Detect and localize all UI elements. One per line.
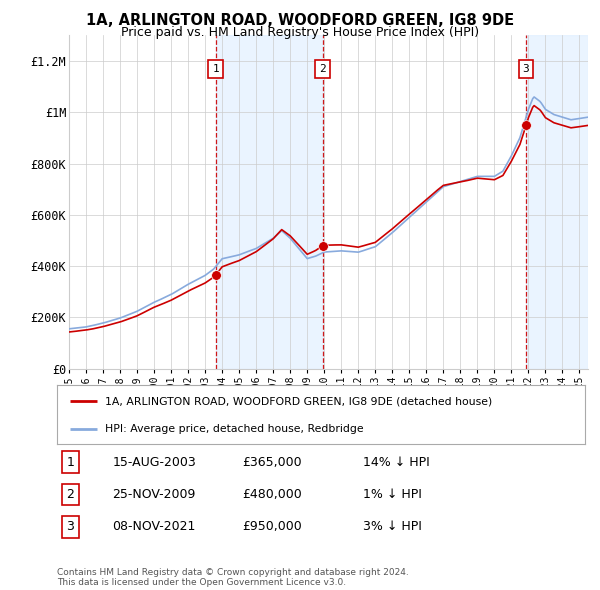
Bar <box>526 35 588 369</box>
Text: 1: 1 <box>212 64 219 74</box>
Text: 25-NOV-2009: 25-NOV-2009 <box>112 488 196 501</box>
Text: 1% ↓ HPI: 1% ↓ HPI <box>363 488 422 501</box>
Text: 1: 1 <box>66 455 74 468</box>
Text: 1A, ARLINGTON ROAD, WOODFORD GREEN, IG8 9DE (detached house): 1A, ARLINGTON ROAD, WOODFORD GREEN, IG8 … <box>104 396 492 406</box>
Text: 2: 2 <box>66 488 74 501</box>
Bar <box>215 35 323 369</box>
Text: 3: 3 <box>66 520 74 533</box>
Text: 14% ↓ HPI: 14% ↓ HPI <box>363 455 430 468</box>
Text: 2: 2 <box>319 64 326 74</box>
Text: 08-NOV-2021: 08-NOV-2021 <box>112 520 196 533</box>
Text: 1A, ARLINGTON ROAD, WOODFORD GREEN, IG8 9DE: 1A, ARLINGTON ROAD, WOODFORD GREEN, IG8 … <box>86 13 514 28</box>
Text: HPI: Average price, detached house, Redbridge: HPI: Average price, detached house, Redb… <box>104 424 363 434</box>
Text: £480,000: £480,000 <box>242 488 302 501</box>
Text: £365,000: £365,000 <box>242 455 301 468</box>
Text: Price paid vs. HM Land Registry's House Price Index (HPI): Price paid vs. HM Land Registry's House … <box>121 26 479 39</box>
Text: 3% ↓ HPI: 3% ↓ HPI <box>363 520 422 533</box>
Text: 3: 3 <box>523 64 529 74</box>
Text: Contains HM Land Registry data © Crown copyright and database right 2024.
This d: Contains HM Land Registry data © Crown c… <box>57 568 409 587</box>
Text: 15-AUG-2003: 15-AUG-2003 <box>112 455 196 468</box>
Text: £950,000: £950,000 <box>242 520 302 533</box>
